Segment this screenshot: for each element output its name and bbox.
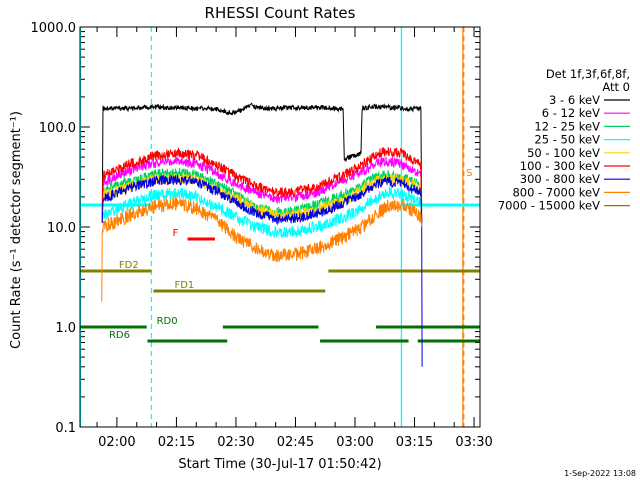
y-tick-label: 100.0 (39, 121, 76, 136)
legend-label: 25 - 50 keV (534, 133, 600, 147)
plot-area: 0.1 1.0 10.0 100.0 1000.0 02:00 02:15 02:30 02:4… (31, 21, 493, 450)
legend-label: 800 - 7000 keV (512, 185, 600, 199)
x-tick-label: 02:30 (217, 435, 254, 450)
x-tick-label: 02:15 (158, 435, 195, 450)
segment-label: FD2 (119, 260, 139, 271)
legend-label: 7000 - 15000 keV (498, 199, 600, 213)
y-tick-label: 1000.0 (31, 21, 77, 36)
timestamp: 1-Sep-2022 13:08 (564, 469, 636, 478)
series-line-50-100-kev (101, 172, 423, 223)
x-tick-label: 03:00 (336, 435, 373, 450)
x-axis-label: Start Time (30-Jul-17 01:50:42) (178, 457, 381, 472)
series-line-3-6-kev (101, 102, 423, 223)
segment-label: S (466, 168, 472, 179)
legend-label: 300 - 800 keV (520, 172, 600, 186)
series-line-12-25-kev (101, 168, 423, 223)
legend-header: Att 0 (602, 80, 630, 94)
segment-label: FD1 (174, 280, 194, 291)
y-tick-label: 1.0 (55, 321, 76, 336)
segment-label: RD0 (157, 316, 178, 327)
legend-label: 3 - 6 keV (549, 93, 600, 107)
legend-label: 6 - 12 keV (542, 106, 600, 120)
legend-label: 50 - 100 keV (527, 146, 600, 160)
series-line-100-300-kev (101, 147, 423, 223)
x-tick-label: 02:00 (98, 435, 135, 450)
segment-label: RD6 (109, 330, 130, 341)
series-line-800-7000-kev (101, 197, 423, 302)
plot-frame (79, 26, 481, 428)
legend-header: Det 1f,3f,6f,8f, (546, 67, 630, 81)
x-tick-label: 03:15 (396, 435, 433, 450)
y-axis-label: Count Rate (s⁻¹ detector segment⁻¹) (9, 111, 24, 349)
series-line-25-50-kev (101, 185, 423, 239)
legend-label: 12 - 25 keV (534, 119, 600, 133)
y-tick-label: 10.0 (47, 221, 76, 236)
chart-title: RHESSI Count Rates (205, 4, 356, 22)
y-tick-label: 0.1 (55, 421, 76, 436)
x-tick-label: 02:45 (277, 435, 314, 450)
series-line-300-800-kev (101, 174, 423, 367)
x-tick-label: 03:30 (455, 435, 492, 450)
legend-label: 100 - 300 keV (520, 159, 600, 173)
segment-label: F (172, 228, 178, 239)
